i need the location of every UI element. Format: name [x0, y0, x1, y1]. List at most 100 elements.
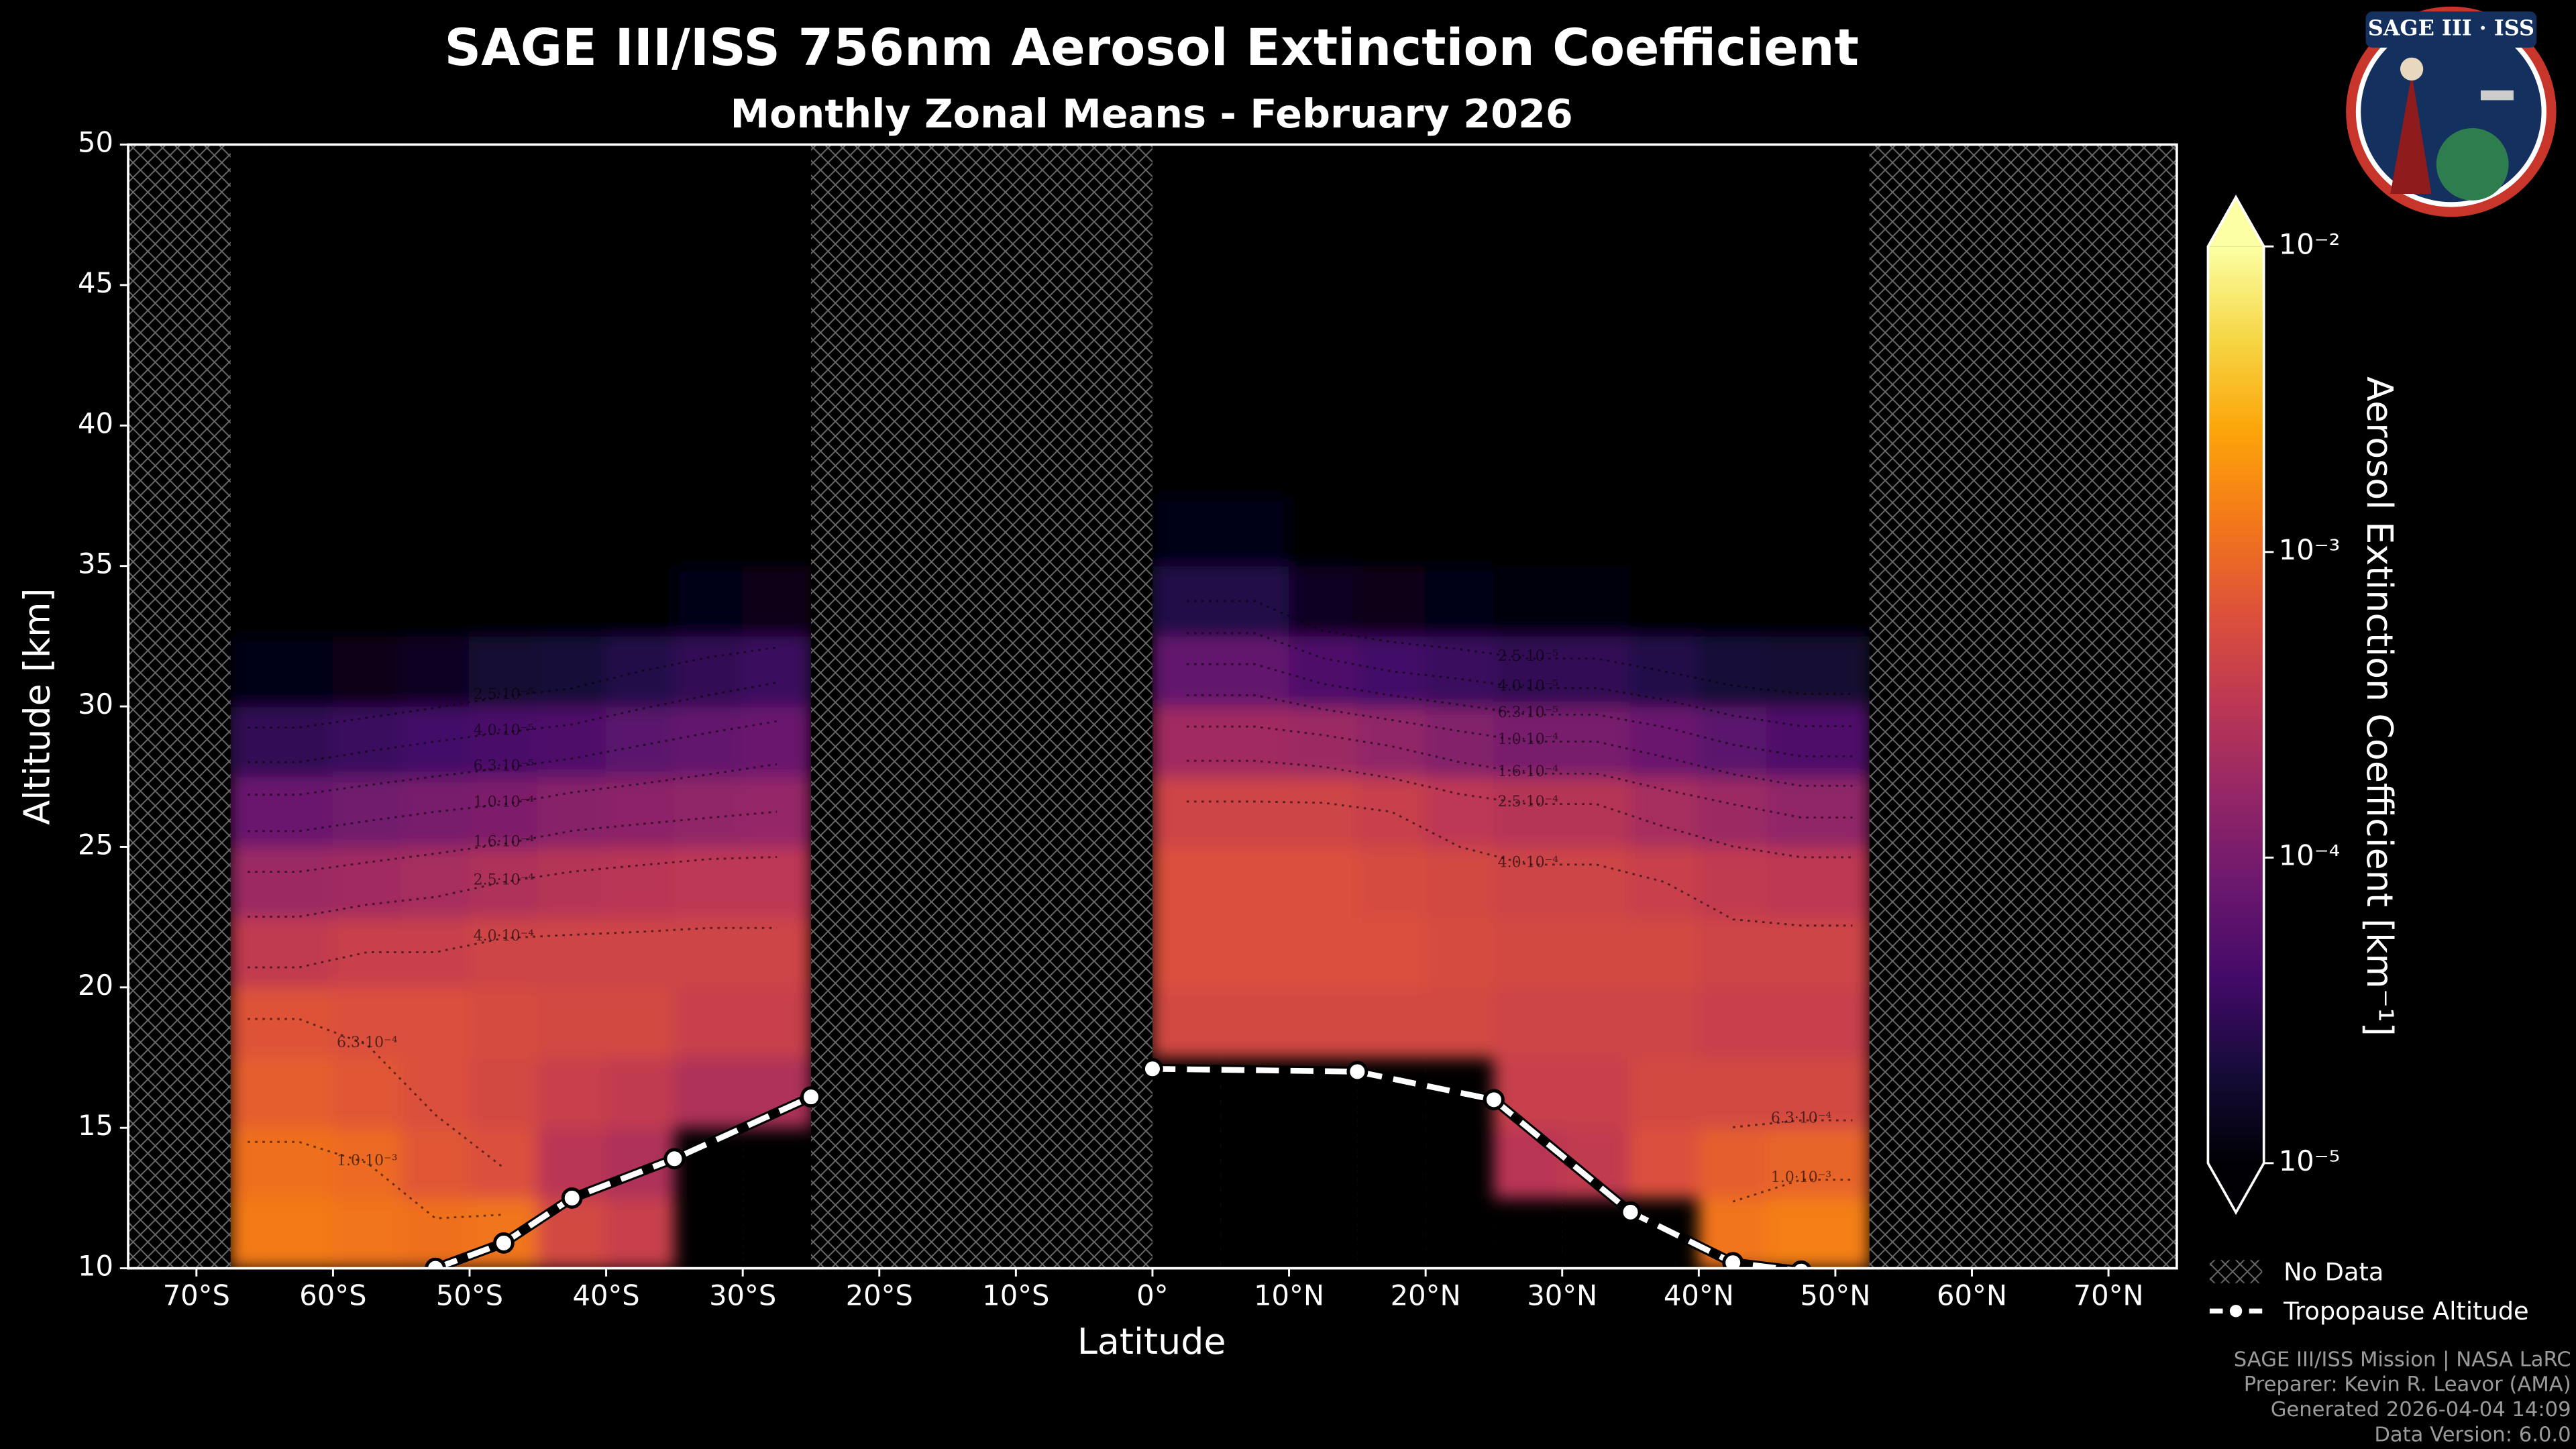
heatmap-cell: [230, 565, 266, 637]
heatmap-cell: [1425, 706, 1495, 777]
heatmap-cell: [1835, 1127, 1870, 1199]
footer-line: Preparer: Kevin R. Leavor (AMA): [2244, 1373, 2571, 1397]
legend-swatch-marker: [2227, 1302, 2245, 1320]
heatmap-cell: [1562, 987, 1631, 1059]
tropopause-point: [663, 1148, 686, 1170]
contour-label: 2.5·10⁻⁵: [1498, 648, 1559, 665]
y-tick-label: 20: [78, 969, 113, 1002]
heatmap-cell: [1425, 565, 1495, 637]
heatmap-cell: [1698, 214, 1768, 286]
heatmap-cell: [1698, 1057, 1768, 1128]
heatmap-cell: [1220, 987, 1290, 1059]
heatmap-cell: [1152, 776, 1222, 848]
heatmap-cell: [1425, 425, 1495, 496]
footer-line: Generated 2026-04-04 14:09: [2271, 1398, 2571, 1421]
tropopause-point: [1722, 1252, 1744, 1269]
x-tick-label: 60°S: [299, 1279, 366, 1312]
heatmap-cell: [1493, 635, 1563, 707]
heatmap-cell: [537, 635, 607, 707]
contour-label: 6.3·10⁻⁴: [1771, 1110, 1832, 1127]
heatmap-cell: [1835, 706, 1870, 777]
heatmap-cell: [1493, 776, 1563, 848]
x-tick-label: 0°: [1136, 1279, 1168, 1312]
heatmap-cell: [537, 144, 607, 215]
heatmap-cell: [1629, 565, 1700, 637]
x-tick-label: 50°N: [1800, 1279, 1870, 1312]
heatmap-cell: [1766, 1197, 1836, 1269]
heatmap-cell: [469, 565, 539, 637]
heatmap-cell: [1629, 776, 1700, 848]
legend-label: Tropopause Altitude: [2283, 1297, 2529, 1326]
heatmap-cell: [264, 776, 334, 848]
contour-line: [1186, 800, 1853, 927]
logo-figure-head: [2400, 57, 2424, 80]
heatmap-cell: [742, 565, 812, 637]
heatmap-cell: [1493, 706, 1563, 777]
heatmap-cell: [400, 354, 470, 427]
heatmap-cell: [1288, 635, 1358, 707]
heatmap-cell: [1220, 284, 1290, 356]
heatmap-cell: [1766, 284, 1836, 356]
heatmap-cell: [674, 916, 743, 988]
heatmap-cell: [469, 214, 539, 286]
y-tick-label: 15: [78, 1109, 113, 1142]
heatmap-cell: [332, 144, 402, 215]
heatmap-cell: [537, 776, 607, 848]
contour-label: 4.0·10⁻⁵: [1498, 678, 1559, 694]
heatmap-cell: [1493, 284, 1563, 356]
colorbar-tick-label: 10⁻⁵: [2279, 1144, 2341, 1177]
contour-label: 6.3·10⁻⁵: [474, 757, 535, 774]
heatmap-cell: [1288, 284, 1358, 356]
heatmap-cell: [1152, 987, 1222, 1059]
heatmap-cell: [264, 214, 334, 286]
heatmap-cell: [674, 354, 743, 427]
x-axis-label: Latitude: [1077, 1320, 1226, 1362]
contour-line: [1733, 1119, 1853, 1128]
colorbar-tick-label: 10⁻²: [2279, 227, 2341, 260]
heatmap-cell: [742, 495, 812, 567]
heatmap-cell: [332, 495, 402, 567]
heatmap-cell: [1152, 425, 1222, 496]
y-tick-label: 35: [78, 547, 113, 580]
heatmap-cell: [332, 1197, 402, 1269]
heatmap-cell: [1766, 214, 1836, 286]
heatmap-cell: [1562, 354, 1631, 427]
heatmap-cell: [605, 1057, 676, 1128]
footer-line: Data Version: 6.0.0: [2374, 1424, 2571, 1447]
heatmap-cell: [1766, 425, 1836, 496]
colorbar-extend-max: [2208, 197, 2264, 247]
heatmap-cell: [1698, 706, 1768, 777]
heatmap-cell: [469, 635, 539, 707]
heatmap-cell: [469, 284, 539, 356]
heatmap-cell: [605, 916, 676, 988]
heatmap-cell: [400, 565, 470, 637]
legend-swatch-no-data: [2209, 1260, 2263, 1283]
heatmap-cell: [230, 987, 266, 1059]
heatmap-cell: [400, 495, 470, 567]
heatmap-cell: [469, 987, 539, 1059]
contour-label: 1.0·10⁻³: [1771, 1169, 1832, 1186]
contour-line: [248, 763, 777, 833]
heatmap-cell: [1698, 776, 1768, 848]
heatmap-cell: [1629, 214, 1700, 286]
heatmap-cell: [605, 144, 676, 215]
x-tick-label: 30°N: [1527, 1279, 1597, 1312]
heatmap-cell: [674, 495, 743, 567]
heatmap-cell: [1493, 1127, 1563, 1199]
heatmap-cell: [1766, 354, 1836, 427]
contour-label: 2.5·10⁻⁵: [474, 686, 535, 703]
contour-label: 2.5·10⁻⁴: [1498, 794, 1559, 810]
heatmap-cell: [1629, 1127, 1700, 1199]
heatmap-cell: [230, 776, 266, 848]
heatmap-cell: [332, 1057, 402, 1128]
heatmap-cell: [1629, 354, 1700, 427]
heatmap-cell: [400, 706, 470, 777]
heatmap-cell: [230, 144, 266, 215]
x-tick-label: 20°S: [846, 1279, 913, 1312]
heatmap-cell: [1220, 916, 1290, 988]
contour-line: [248, 682, 777, 763]
y-tick-label: 50: [78, 126, 113, 159]
heatmap-cell: [1562, 214, 1631, 286]
heatmap-cell: [1356, 425, 1426, 496]
